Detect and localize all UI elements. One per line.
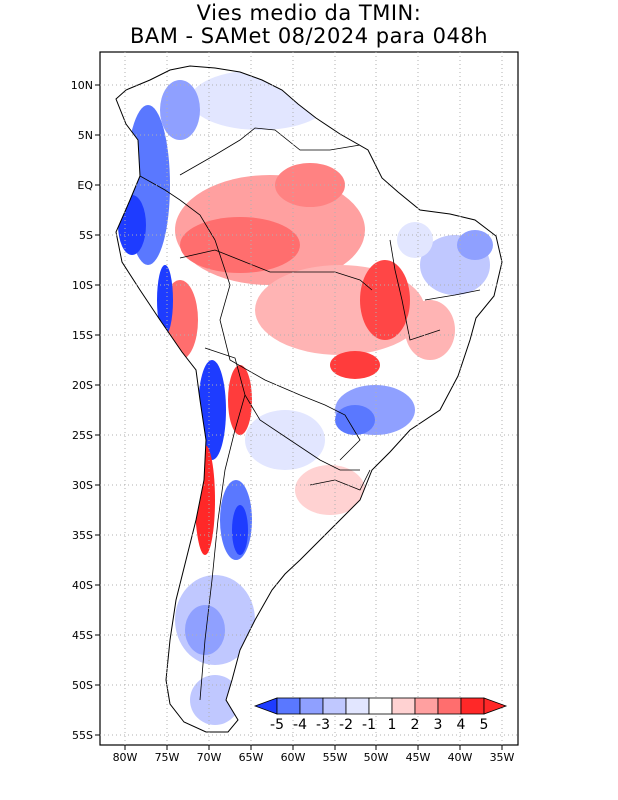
colorbar-label: -5 [270,717,284,733]
colorbar-swatch [460,697,485,715]
colorbar-swatch [276,697,301,715]
lat-label: 55S [72,729,93,742]
lon-label: 75W [155,751,180,764]
lon-label: 50W [364,751,389,764]
lat-label: EQ [77,179,93,192]
lon-label: 45W [406,751,431,764]
colorbar-label: -2 [339,717,353,733]
colorbar-label: 4 [457,717,466,733]
lat-label: 30S [72,479,93,492]
lon-label: 40W [448,751,473,764]
lon-label: 70W [197,751,222,764]
lon-label: 35W [490,751,515,764]
lat-label: 10S [72,279,93,292]
lat-label: 5S [79,229,93,242]
colorbar-swatch [368,697,393,715]
colorbar-swatch [322,697,347,715]
colorbar-label: -3 [316,717,330,733]
colorbar-swatch [437,697,462,715]
colorbar-label: 2 [411,717,420,733]
colorbar-label: -1 [362,717,376,733]
lat-label: 10N [71,79,93,92]
lat-label: 50S [72,679,93,692]
lon-label: 65W [239,751,264,764]
lat-label: 15S [72,329,93,342]
colorbar-label: 1 [388,717,397,733]
map-title-line-1: Vies medio da TMIN: [196,1,422,25]
colorbar-swatch [391,697,416,715]
lat-label: 40S [72,579,93,592]
lon-label: 60W [281,751,306,764]
colorbar-arrow-high [483,697,508,715]
colorbar-swatch [345,697,370,715]
lon-label: 55W [323,751,348,764]
lat-label: 25S [72,429,93,442]
colorbar-swatch [414,697,439,715]
lat-label: 20S [72,379,93,392]
country-borders [139,127,481,701]
lat-label: 35S [72,529,93,542]
colorbar-label: 5 [480,717,489,733]
lon-label: 80W [113,751,138,764]
colorbar-label: 3 [434,717,443,733]
longitude-axis: 80W 75W 70W 65W 60W 55W 50W 45W 40W 35W [113,745,515,764]
map-title-line-2: BAM - SAMet 08/2024 para 048h [129,24,489,48]
graticule [100,52,518,745]
lat-label: 45S [72,629,93,642]
colorbar: -5 -4 -3 -2 -1 1 2 3 4 5 [253,697,508,733]
colorbar-swatch [299,697,324,715]
colorbar-label: -4 [293,717,307,733]
continent-outline [115,65,503,733]
latitude-axis: 10N 5N EQ 5S 10S 15S 20S 25S 30S 35S 40S… [71,79,100,742]
lat-label: 5N [78,129,93,142]
